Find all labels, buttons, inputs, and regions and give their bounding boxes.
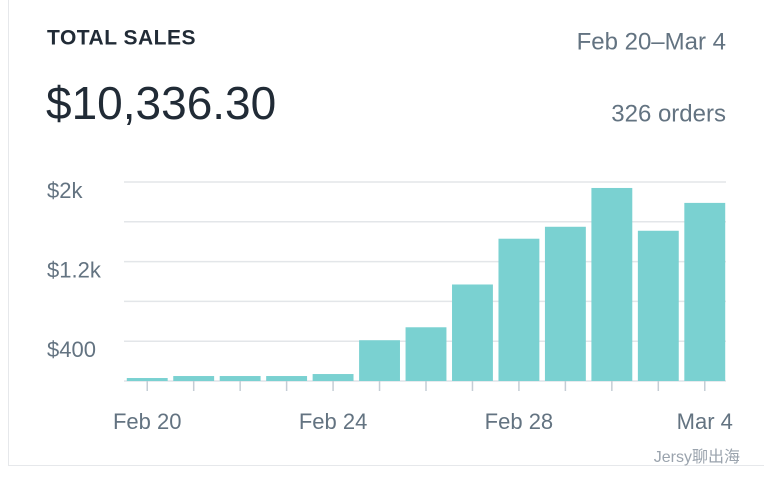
x-tick-label: Mar 4 (677, 409, 733, 434)
y-tick-label: $1.2k (47, 257, 102, 282)
date-range: Feb 20–Mar 4 (577, 28, 726, 55)
bar (684, 202, 726, 381)
y-tick-label: $2k (47, 178, 83, 203)
watermark: Jersy聊出海 (654, 448, 740, 466)
order-count: 326 orders (611, 100, 726, 127)
bar (498, 238, 540, 381)
bar (126, 378, 168, 381)
x-tick-label: Feb 24 (299, 409, 368, 434)
bar (544, 226, 586, 381)
bar (452, 284, 493, 381)
y-tick-label: $400 (47, 337, 96, 362)
bar (359, 340, 400, 381)
bar (312, 374, 354, 381)
bar (405, 327, 447, 381)
x-tick-label: Feb 20 (113, 409, 182, 434)
bar (266, 376, 308, 381)
bar (591, 187, 633, 381)
x-tick-label: Feb 28 (485, 409, 554, 434)
bar (173, 376, 215, 381)
total-sales: $10,336.30 (46, 77, 276, 129)
bar (637, 230, 679, 381)
bar (219, 376, 261, 381)
card-title: TOTAL SALES (47, 27, 196, 50)
